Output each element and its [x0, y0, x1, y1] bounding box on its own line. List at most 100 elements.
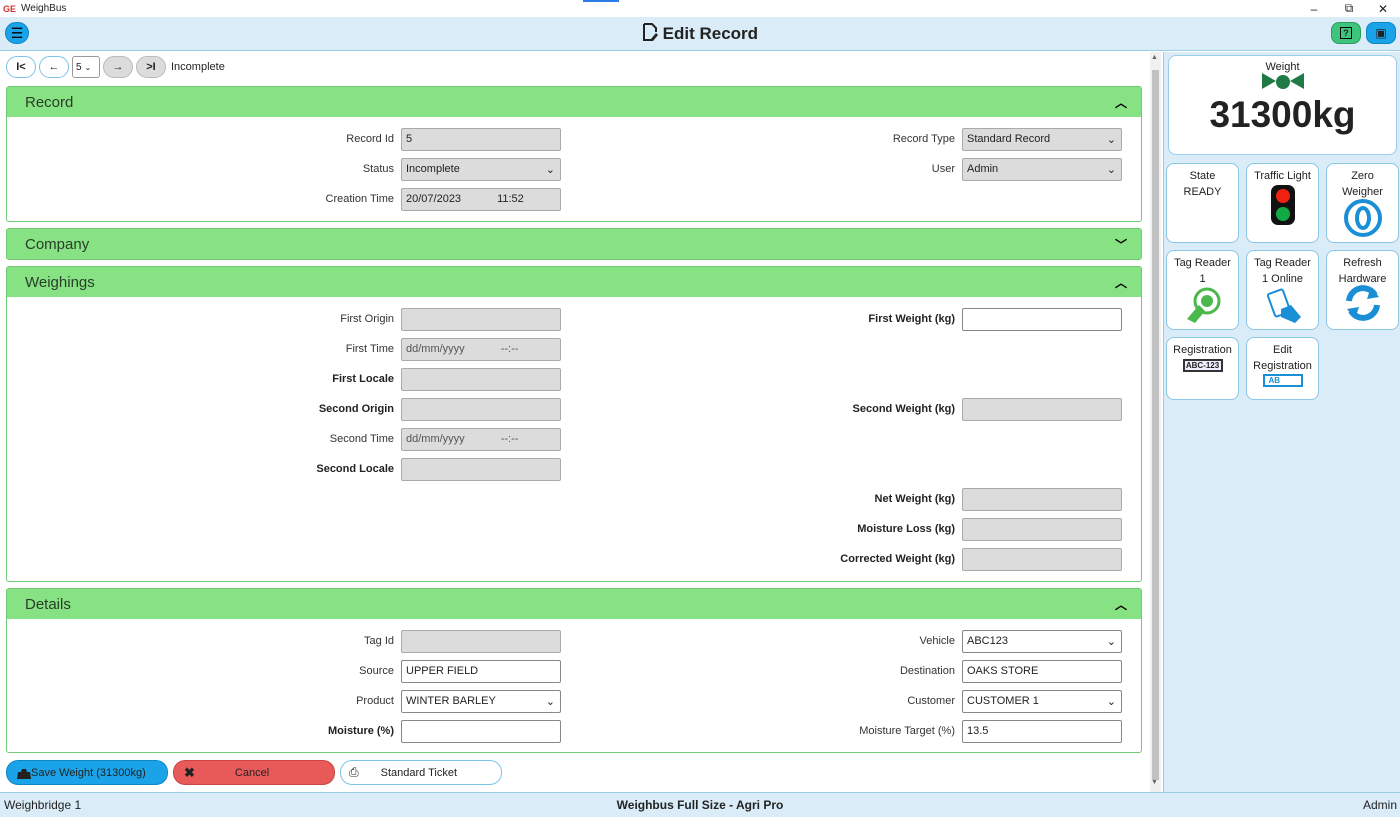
field-label: Destination — [899, 665, 955, 677]
tile-label: Registration — [1253, 360, 1312, 372]
tag-reader-online-tile[interactable]: Tag Reader 1 Online — [1246, 250, 1319, 330]
zero-weigher-tile[interactable]: Zero Weigher — [1326, 163, 1399, 243]
field-label: Source — [359, 665, 394, 677]
tag-reader-1-tile[interactable]: Tag Reader 1 — [1166, 250, 1239, 330]
printer-icon: ⎙ — [349, 765, 359, 779]
record-type-select[interactable]: Standard Record ⌄ — [962, 127, 1122, 151]
field-label: First Locale — [332, 373, 394, 385]
menu-button[interactable]: ☰ — [5, 22, 29, 44]
time-placeholder: --:-- — [500, 433, 519, 445]
tag-id-field[interactable] — [401, 629, 561, 653]
field-label: Tag Id — [364, 635, 394, 647]
registration-tile[interactable]: Registration ABC-123 — [1166, 337, 1239, 400]
corrected-weight-field[interactable] — [962, 547, 1122, 571]
scrollbar-thumb[interactable] — [1152, 70, 1159, 780]
close-window-button[interactable]: ✕ — [1377, 1, 1389, 16]
date-placeholder: dd/mm/yyyy — [406, 433, 465, 445]
field-label: Moisture Target (%) — [859, 725, 955, 737]
record-panel: Record ︿ Record Id 5 Status Incomplete ⌄ Cre… — [6, 86, 1142, 222]
last-record-button[interactable]: >I — [136, 56, 166, 78]
tile-label: Refresh — [1343, 257, 1382, 269]
second-time-field[interactable]: dd/mm/yyyy --:-- — [401, 427, 561, 451]
tile-label: 1 — [1199, 273, 1206, 285]
status-select[interactable]: Incomplete ⌄ — [401, 157, 561, 181]
moisture-input[interactable] — [401, 719, 561, 743]
field-label: First Weight (kg) — [868, 313, 955, 325]
cancel-button[interactable]: ✖ Cancel — [173, 760, 335, 785]
chevron-up-icon: ︿ — [1114, 95, 1127, 110]
state-value: READY — [1183, 186, 1222, 198]
weight-label: Weight — [1265, 61, 1300, 73]
company-panel-header[interactable]: Company ﹀ — [7, 229, 1141, 259]
chevron-down-icon: ⌄ — [545, 695, 555, 708]
details-panel-header[interactable]: Details ︿ — [7, 589, 1141, 619]
edit-registration-tile[interactable]: Edit Registration AB — [1246, 337, 1319, 400]
panel-title: Company — [25, 235, 90, 253]
chevron-down-icon: ⌄ — [84, 62, 92, 72]
record-number-select[interactable]: 5 ⌄ — [72, 56, 100, 78]
second-locale-field[interactable] — [401, 457, 561, 481]
scroll-up-icon[interactable]: ▲ — [1151, 54, 1158, 61]
minimize-button[interactable]: – — [1310, 1, 1318, 16]
save-weight-button[interactable]: Save Weight (31300kg) — [6, 760, 168, 785]
help-icon: ? — [1340, 27, 1352, 39]
page-title-text: Edit Record — [662, 24, 759, 43]
chevron-down-icon: ⌄ — [1106, 163, 1116, 176]
field-label: Customer — [907, 695, 955, 707]
time-placeholder: --:-- — [500, 343, 519, 355]
restore-button[interactable]: ⧉ — [1344, 1, 1354, 15]
edit-plate-icon: AB — [1262, 374, 1303, 387]
time-value: 11:52 — [497, 193, 524, 205]
standard-ticket-button[interactable]: ⎙ Standard Ticket — [340, 760, 502, 785]
traffic-light-icon — [1270, 185, 1295, 225]
weighings-panel-header[interactable]: Weighings ︿ — [7, 267, 1141, 297]
field-label: Record Id — [346, 133, 394, 145]
record-panel-header[interactable]: Record ︿ — [7, 87, 1141, 117]
weight-display: Weight 31300kg — [1168, 55, 1397, 155]
record-id-field[interactable]: 5 — [401, 127, 561, 151]
net-weight-field[interactable] — [962, 487, 1122, 511]
company-panel: Company ﹀ — [6, 228, 1142, 260]
first-locale-field[interactable] — [401, 367, 561, 391]
field-label: First Time — [345, 343, 394, 355]
chevron-down-icon: ⌄ — [1106, 695, 1116, 708]
user-select[interactable]: Admin ⌄ — [962, 157, 1122, 181]
tile-label: Weigher — [1342, 186, 1383, 198]
tile-label: Tag Reader — [1254, 257, 1311, 269]
creation-time-field[interactable]: 20/07/2023 11:52 — [401, 187, 561, 211]
source-input[interactable]: UPPER FIELD — [401, 659, 561, 683]
display-button[interactable]: ▣ — [1366, 22, 1396, 44]
first-weight-input[interactable] — [962, 307, 1122, 331]
moisture-loss-field[interactable] — [962, 517, 1122, 541]
panel-title: Weighings — [25, 273, 95, 291]
prev-record-button[interactable]: ← — [39, 56, 69, 78]
select-value: ABC123 — [967, 635, 1008, 647]
product-select[interactable]: WINTER BARLEY ⌄ — [401, 689, 561, 713]
help-button[interactable]: ? — [1331, 22, 1361, 44]
vehicle-select[interactable]: ABC123 ⌄ — [962, 629, 1122, 653]
first-time-field[interactable]: dd/mm/yyyy --:-- — [401, 337, 561, 361]
moisture-target-input[interactable]: 13.5 — [962, 719, 1122, 743]
second-weight-field[interactable] — [962, 397, 1122, 421]
select-value: WINTER BARLEY — [406, 695, 496, 707]
first-record-button[interactable]: I< — [6, 56, 36, 78]
next-record-button[interactable]: → — [103, 56, 133, 78]
tile-label: Edit — [1273, 344, 1292, 356]
date-placeholder: dd/mm/yyyy — [406, 343, 465, 355]
first-origin-field[interactable] — [401, 307, 561, 331]
page-title: Edit Record — [0, 23, 1400, 44]
traffic-light-tile[interactable]: Traffic Light — [1246, 163, 1319, 243]
field-label: Creation Time — [325, 193, 394, 205]
second-origin-field[interactable] — [401, 397, 561, 421]
destination-input[interactable]: OAKS STORE — [962, 659, 1122, 683]
date-value: 20/07/2023 — [406, 193, 462, 205]
scale-logo-icon — [1261, 73, 1304, 89]
field-label: Product — [356, 695, 394, 707]
select-value: Incomplete — [406, 163, 460, 175]
refresh-hardware-tile[interactable]: Refresh Hardware — [1326, 250, 1399, 330]
scroll-down-icon[interactable]: ▼ — [1151, 779, 1158, 786]
customer-select[interactable]: CUSTOMER 1 ⌄ — [962, 689, 1122, 713]
field-label: Record Type — [892, 133, 955, 145]
edit-document-icon — [642, 23, 658, 41]
weight-icon — [17, 768, 31, 779]
